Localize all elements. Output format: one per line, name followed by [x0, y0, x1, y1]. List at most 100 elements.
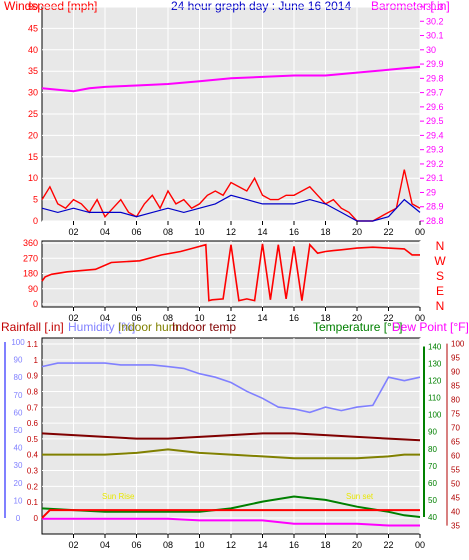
barometer-tick-label: 30.2 [426, 16, 444, 26]
temperature-tick-label: 140 [428, 343, 442, 352]
windspeed-axis-ticks: 0 5 10 15 20 25 30 35 40 45 50 [28, 2, 38, 226]
x-tick-label: 00 [415, 227, 425, 237]
humidity-tick-label: 100 [11, 338, 25, 347]
temperature-tick-label: 130 [428, 360, 442, 369]
x-tick-label: 20 [352, 540, 362, 550]
x-tick-label: 04 [100, 227, 110, 237]
temperature-tick-label: 80 [428, 445, 437, 454]
dew-point-tick-label: 45 [451, 494, 460, 503]
rainfall-tick-label: 0.1 [27, 498, 39, 507]
x-tick-label: 02 [68, 313, 78, 323]
dew-point-line [42, 517, 420, 527]
barometer-tick-label: 29.2 [426, 159, 444, 169]
rainfall-line [41, 509, 420, 519]
rainfall-axis-label: Rainfall [.in] [1, 320, 64, 334]
rainfall-tick-label: 0 [34, 514, 39, 523]
humidity-tick-label: 40 [14, 444, 23, 453]
direction-tick-label: 270 [23, 253, 38, 263]
x-tick-label: 20 [352, 227, 362, 237]
barometer-tick-label: 30 [426, 45, 436, 55]
rainfall-tick-label: 0.5 [27, 435, 39, 444]
indoor-hum-label: Indoor hum [118, 320, 179, 334]
x-tick-label: 16 [289, 313, 299, 323]
barometer-tick-label: 28.9 [426, 202, 444, 212]
temperature-tick-label: 90 [428, 428, 437, 437]
dew-point-tick-label: 80 [451, 396, 460, 405]
x-tick-label: 14 [257, 313, 267, 323]
direction-tick-label: 90 [28, 284, 38, 294]
windspeed-tick-label: 50 [28, 2, 38, 12]
windspeed-tick-label: 25 [28, 109, 38, 119]
windspeed-tick-label: 35 [28, 66, 38, 76]
dew-point-tick-label: 90 [451, 368, 460, 377]
dew-point-tick-label: 100 [451, 340, 465, 349]
rainfall-tick-label: 0.4 [27, 451, 39, 460]
barometer-tick-label: 29.8 [426, 73, 444, 83]
windspeed-tick-label: 30 [28, 88, 38, 98]
compass-label: W [434, 254, 446, 268]
x-tick-label: 08 [163, 540, 173, 550]
wind-direction-grid [42, 241, 421, 307]
temperature-tick-label: 60 [428, 479, 437, 488]
temperature-tick-label: 40 [428, 513, 437, 522]
temperature-axis-label: Temperature [°F] [313, 320, 403, 334]
x-tick-label: 10 [194, 540, 204, 550]
rainfall-tick-label: 1 [34, 356, 39, 365]
barometer-tick-label: 29.6 [426, 102, 444, 112]
humidity-tick-label: 50 [14, 426, 23, 435]
barometer-tick-label: 29.7 [426, 88, 444, 98]
temperature-tick-label: 70 [428, 462, 437, 471]
x-tick-label: 00 [415, 313, 425, 323]
compass-label: N [436, 299, 445, 313]
barometer-tick-label: 29.5 [426, 116, 444, 126]
humidity-tick-label: 80 [14, 373, 23, 382]
x-tick-label: 10 [194, 313, 204, 323]
x-tick-label: 04 [100, 540, 110, 550]
x-tick-label: 06 [131, 540, 141, 550]
x-tick-label: 12 [226, 227, 236, 237]
x-tick-label: 04 [100, 313, 110, 323]
wind-direction-x-ticks: 02 04 06 08 10 12 14 16 18 20 22 00 [68, 307, 425, 323]
dew-point-tick-label: 85 [451, 382, 460, 391]
dew-point-tick-label: 35 [451, 522, 460, 531]
dew-point-axis-ticks: 35 40 45 50 55 60 65 70 75 80 85 90 95 100 [446, 340, 465, 531]
barometer-line [41, 65, 421, 93]
rainfall-tick-label: 0.2 [27, 482, 39, 491]
sunset-annotation: Sun set [346, 492, 374, 501]
windspeed-tick-label: 20 [28, 130, 38, 140]
dew-point-tick-label: 65 [451, 438, 460, 447]
direction-tick-label: 0 [33, 299, 38, 309]
x-tick-label: 18 [320, 227, 330, 237]
direction-tick-label: 180 [23, 269, 38, 279]
indoor-temp-label: Indoor temp [172, 320, 236, 334]
x-tick-label: 22 [383, 313, 393, 323]
wind-direction-series [41, 242, 420, 302]
x-tick-label: 10 [194, 227, 204, 237]
compass-label: N [436, 239, 445, 253]
temperature-axis-ticks: 40 50 60 70 80 90 100 110 120 130 140 [423, 343, 442, 522]
rainfall-tick-label: 0.9 [27, 372, 39, 381]
barometer-tick-label: 29 [426, 187, 436, 197]
x-tick-label: 22 [383, 227, 393, 237]
indoor-hum-line [42, 448, 420, 460]
windspeed-tick-label: 40 [28, 45, 38, 55]
temperature-tick-label: 100 [428, 411, 442, 420]
x-tick-label: 02 [68, 540, 78, 550]
barometer-axis-ticks: 28.8 28.9 29 29.1 29.2 29.3 29.4 29.5 29.6 29.7 29… [420, 2, 444, 226]
sunrise-annotation: Sun Rise [102, 492, 135, 501]
dew-point-tick-label: 70 [451, 424, 460, 433]
hum-temp-x-ticks: 02 04 06 08 10 12 14 16 18 20 22 00 [68, 534, 425, 550]
rainfall-axis-ticks: 0 0.1 0.2 0.3 0.4 0.5 0.6 0.7 0.8 0.9 1 1.1 [27, 340, 39, 523]
wind-direction-axis-ticks: 0 90 180 270 360 [23, 238, 38, 309]
rainfall-tick-label: 1.1 [27, 340, 39, 349]
dew-point-tick-label: 95 [451, 354, 460, 363]
x-tick-label: 12 [226, 540, 236, 550]
x-tick-label: 06 [131, 313, 141, 323]
x-tick-label: 14 [257, 227, 267, 237]
hum-temp-series [41, 362, 421, 527]
rainfall-tick-label: 0.6 [27, 419, 39, 428]
dew-point-tick-label: 40 [451, 508, 460, 517]
humidity-tick-label: 0 [16, 514, 21, 523]
